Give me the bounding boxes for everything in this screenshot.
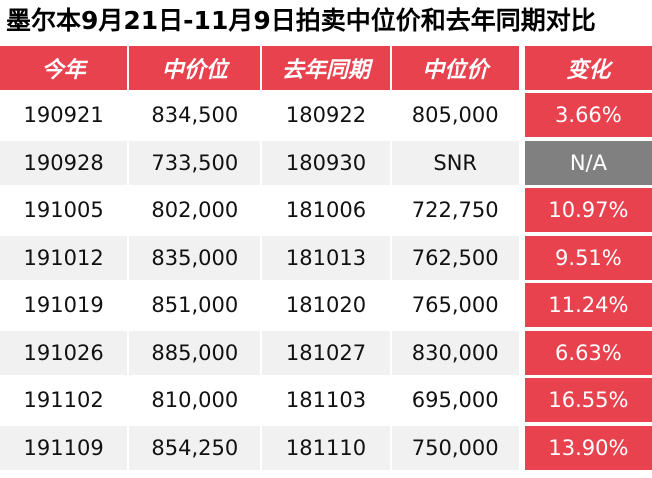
change-cell: 10.97% xyxy=(524,188,652,232)
column-header-change: 变化 xyxy=(524,46,652,90)
column-header-median-price: 中价位 xyxy=(129,46,261,90)
last-year-median-cell: 830,000 xyxy=(391,330,519,375)
last-year-median-cell: 805,000 xyxy=(391,93,519,137)
median-price-cell: 851,000 xyxy=(129,283,261,327)
change-cell: 16.55% xyxy=(524,378,652,422)
table-body: 190921 834,500 180922 805,000 3.66% 190928 733… xyxy=(0,93,652,473)
change-cell: 13.90% xyxy=(524,425,652,470)
column-header-last-year-period: 去年同期 xyxy=(262,46,390,90)
change-cell: 3.66% xyxy=(524,93,652,137)
page-title: 墨尔本9月21日-11月9日拍卖中位价和去年同期对比 xyxy=(6,6,596,35)
median-price-cell: 733,500 xyxy=(129,140,261,185)
comparison-table: 今年 中价位 去年同期 中位价 变化 190921 834,500 180922 80… xyxy=(0,46,652,473)
last-year-period-cell: 181027 xyxy=(262,330,390,375)
last-year-period-cell: 181006 xyxy=(262,188,390,232)
this-year-cell: 191005 xyxy=(0,188,128,232)
last-year-period-cell: 181020 xyxy=(262,283,390,327)
median-price-cell: 835,000 xyxy=(129,235,261,280)
this-year-cell: 191102 xyxy=(0,378,128,422)
change-cell: 9.51% xyxy=(524,235,652,280)
last-year-median-cell: 762,500 xyxy=(391,235,519,280)
last-year-median-cell: 765,000 xyxy=(391,283,519,327)
table-row: 190921 834,500 180922 805,000 3.66% xyxy=(0,93,652,141)
table-row: 191026 885,000 181027 830,000 6.63% xyxy=(0,330,652,379)
this-year-cell: 191109 xyxy=(0,425,128,470)
last-year-median-cell: 695,000 xyxy=(391,378,519,422)
column-header-last-year-median: 中位价 xyxy=(391,46,519,90)
table-row: 191019 851,000 181020 765,000 11.24% xyxy=(0,283,652,331)
median-price-cell: 810,000 xyxy=(129,378,261,422)
last-year-median-cell: 750,000 xyxy=(391,425,519,470)
table-row: 190928 733,500 180930 SNR N/A xyxy=(0,140,652,189)
median-price-cell: 854,250 xyxy=(129,425,261,470)
last-year-period-cell: 181013 xyxy=(262,235,390,280)
change-cell: 11.24% xyxy=(524,283,652,327)
last-year-period-cell: 180930 xyxy=(262,140,390,185)
table-row: 191005 802,000 181006 722,750 10.97% xyxy=(0,188,652,236)
table-header-row: 今年 中价位 去年同期 中位价 变化 xyxy=(0,46,652,93)
table-row: 191102 810,000 181103 695,000 16.55% xyxy=(0,378,652,426)
median-price-cell: 885,000 xyxy=(129,330,261,375)
table-row: 191012 835,000 181013 762,500 9.51% xyxy=(0,235,652,284)
this-year-cell: 191012 xyxy=(0,235,128,280)
this-year-cell: 190928 xyxy=(0,140,128,185)
column-header-this-year: 今年 xyxy=(0,46,128,90)
change-cell: N/A xyxy=(524,140,652,185)
last-year-period-cell: 181103 xyxy=(262,378,390,422)
last-year-period-cell: 181110 xyxy=(262,425,390,470)
median-price-cell: 834,500 xyxy=(129,93,261,137)
median-price-cell: 802,000 xyxy=(129,188,261,232)
this-year-cell: 190921 xyxy=(0,93,128,137)
this-year-cell: 191026 xyxy=(0,330,128,375)
change-cell: 6.63% xyxy=(524,330,652,375)
this-year-cell: 191019 xyxy=(0,283,128,327)
last-year-median-cell: SNR xyxy=(391,140,519,185)
last-year-period-cell: 180922 xyxy=(262,93,390,137)
last-year-median-cell: 722,750 xyxy=(391,188,519,232)
table-row: 191109 854,250 181110 750,000 13.90% xyxy=(0,425,652,474)
